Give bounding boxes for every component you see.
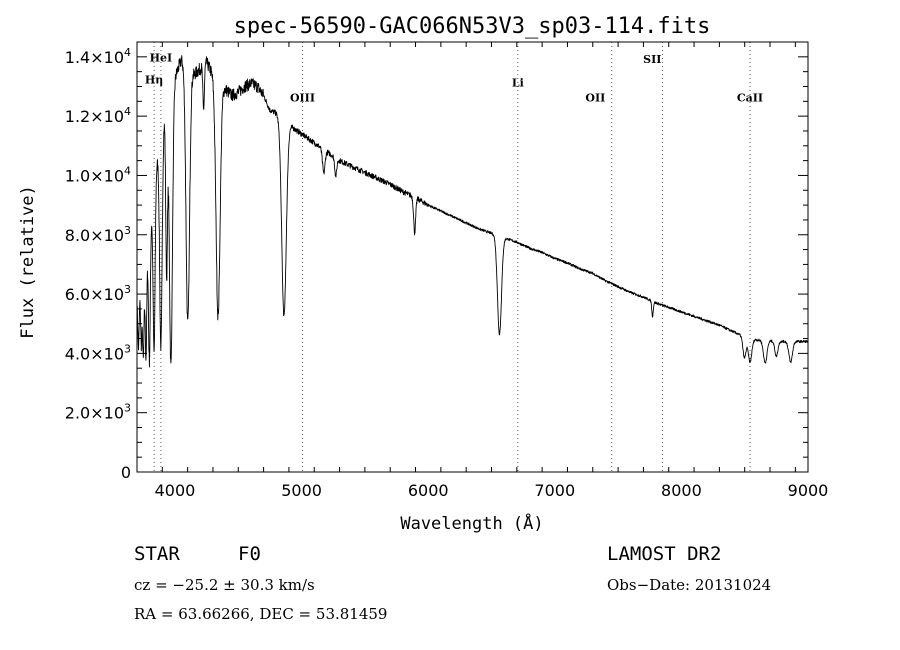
y-tick-label: 1.0×104: [65, 164, 131, 185]
spectral-subclass: F0: [238, 543, 261, 565]
spectrum-chart: spec-56590-GAC066N53V3_sp03-114.fits HeI…: [18, 14, 829, 534]
x-tick-label: 8000: [661, 481, 702, 500]
line-label: SII: [643, 53, 661, 66]
object-type: STAR: [134, 543, 180, 565]
y-axis-label: Flux (relative): [18, 185, 38, 339]
y-tick-label: 6.0×103: [65, 283, 131, 304]
spectrum-line: [136, 55, 809, 368]
sky-coordinates: RA = 63.66266, DEC = 53.81459: [134, 605, 388, 623]
survey-name: LAMOST DR2: [607, 543, 722, 565]
y-tick-label: 2.0×103: [65, 402, 131, 423]
x-tick-label: 6000: [408, 481, 449, 500]
y-tick-label: 1.2×104: [65, 105, 131, 126]
line-label: HeI: [150, 51, 173, 64]
y-tick-label: 1.4×104: [65, 46, 131, 67]
line-label: OIII: [290, 91, 315, 104]
x-tick-label: 5000: [281, 481, 322, 500]
redshift-value: cz = −25.2 ± 30.3 km/s: [134, 576, 315, 594]
line-label: OII: [585, 91, 605, 104]
line-labels: HeI Hη OIII Li OII SII CaII: [145, 51, 763, 104]
x-tick-label: 4000: [155, 481, 196, 500]
x-axis-label: Wavelength (Å): [400, 512, 543, 534]
y-tick-label: 0: [121, 463, 131, 482]
y-axis-ticks: 0 2.0×103 4.0×103 6.0×103 8.0×103 1.0×104 1.2×…: [65, 41, 808, 482]
observation-date: Obs−Date: 20131024: [607, 576, 772, 594]
y-tick-label: 8.0×103: [65, 224, 131, 245]
line-label: CaII: [737, 91, 763, 104]
chart-title: spec-56590-GAC066N53V3_sp03-114.fits: [234, 14, 711, 39]
x-tick-label: 7000: [534, 481, 575, 500]
line-label: Hη: [145, 74, 163, 87]
x-axis-ticks: 4000 5000 6000 7000 8000 9000: [136, 42, 829, 500]
line-label: Li: [512, 76, 524, 89]
y-tick-label: 4.0×103: [65, 342, 131, 363]
plot-frame: [136, 41, 809, 473]
marker-lines: [153, 42, 751, 472]
x-tick-label: 9000: [788, 481, 829, 500]
